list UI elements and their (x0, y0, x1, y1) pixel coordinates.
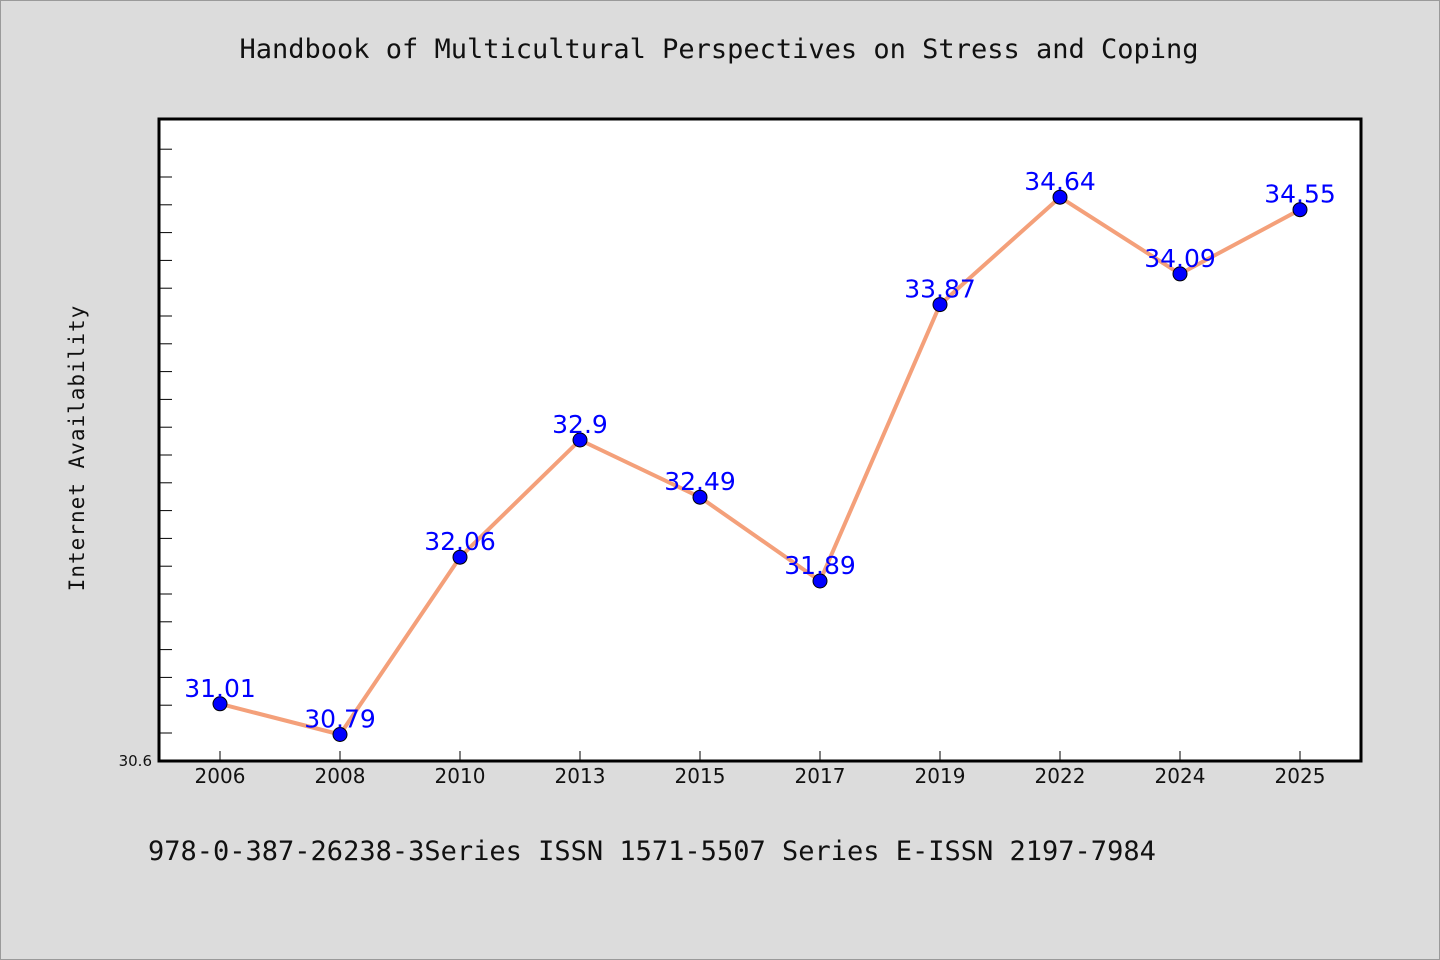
data-point (1172, 266, 1188, 282)
data-point (692, 489, 708, 505)
y-axis-label: Internet Availability (65, 305, 89, 592)
data-label: 32.9 (552, 410, 608, 439)
y-tick-label: 30.6 (119, 752, 152, 770)
data-point (932, 297, 948, 313)
data-markers (212, 189, 1308, 742)
x-tick-label: 2008 (315, 764, 366, 788)
x-tick-label: 2025 (1275, 764, 1326, 788)
x-tick-label: 2019 (915, 764, 966, 788)
data-point (1292, 202, 1308, 218)
data-label: 32.06 (424, 527, 496, 556)
footer-text: 978-0-387-26238-3Series ISSN 1571-5507 S… (148, 836, 1156, 867)
x-tick-label: 2006 (195, 764, 246, 788)
data-label: 31.01 (184, 674, 256, 703)
data-label: 34.09 (1144, 244, 1216, 273)
data-point (332, 727, 348, 742)
x-tick-label: 2010 (435, 764, 486, 788)
plot-border (157, 117, 1363, 763)
data-point (452, 549, 468, 565)
x-axis-ticks (219, 751, 1301, 761)
data-point (212, 696, 228, 712)
x-tick-label: 2017 (795, 764, 846, 788)
data-label: 31.89 (784, 551, 856, 580)
plot-area (159, 119, 1361, 761)
data-label: 34.64 (1024, 167, 1096, 196)
chart-title: Handbook of Multicultural Perspectives o… (239, 34, 1199, 65)
data-point (812, 573, 828, 589)
x-tick-label: 2024 (1155, 764, 1206, 788)
data-label: 32.49 (664, 467, 736, 496)
data-label: 30.79 (304, 705, 376, 734)
x-axis-labels: 2006 2008 2010 2013 2015 2017 2019 2022 2024 2025 (195, 764, 1326, 788)
data-point (572, 432, 588, 448)
y-minor-ticks (159, 148, 172, 734)
data-point (1052, 189, 1068, 205)
x-tick-label: 2013 (555, 764, 606, 788)
x-tick-label: 2022 (1035, 764, 1086, 788)
x-tick-label: 2015 (675, 764, 726, 788)
series-line (218, 195, 1302, 737)
data-label: 33.87 (904, 275, 976, 304)
data-labels: 31.01 30.79 32.06 32.9 32.49 31.89 33.87 34.64 3… (184, 167, 1336, 733)
data-label: 34.55 (1264, 180, 1336, 209)
